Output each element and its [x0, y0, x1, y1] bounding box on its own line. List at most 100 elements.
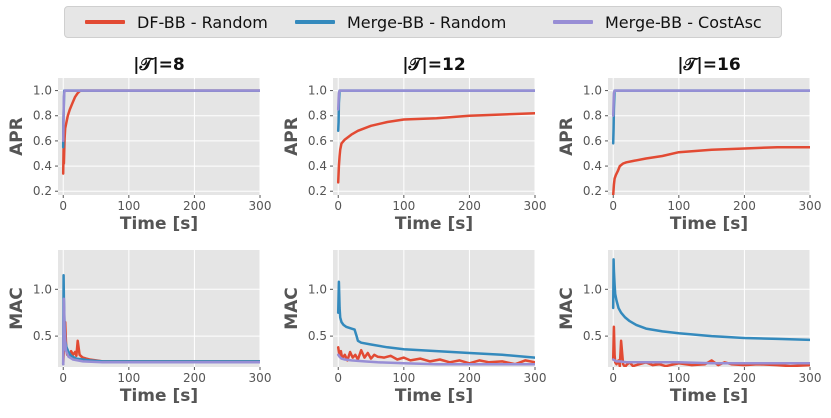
series-line-df-bb-random: [336, 346, 535, 366]
series-line-df-bb-random: [611, 145, 810, 195]
y-axis-label: MAC: [282, 287, 302, 330]
series-line-merge-bb-costasc: [61, 89, 260, 143]
legend-entry-merge-bb-random: Merge-BB - Random: [295, 7, 506, 37]
series-line-merge-bb-costasc: [611, 89, 810, 117]
series-line-df-bb-random: [336, 111, 535, 184]
y-axis-label: MAC: [557, 287, 577, 330]
subplot-3: 0 100 200 300 0.2 0.4 0.6 0.8 1.0 Time [s] APR |𝒯|=…: [557, 55, 821, 234]
legend-label: Merge-BB - CostAsc: [605, 12, 762, 32]
y-tick-label: 1.0: [33, 84, 52, 98]
subplot-4: 0 100 200 300 0.5 1.0 Time [s] MAC: [7, 250, 271, 406]
y-tick-label: 0.5: [583, 329, 602, 343]
x-axis-label: Time [s]: [120, 386, 198, 406]
y-tick-label: 1.0: [308, 84, 327, 98]
legend-swatch: [553, 20, 593, 24]
x-axis-label: Time [s]: [120, 214, 198, 234]
legend-swatch: [85, 20, 125, 24]
y-tick-label: 0.2: [583, 184, 602, 198]
x-tick-label: 0: [609, 371, 617, 385]
y-tick-label: 0.5: [33, 329, 52, 343]
legend-label: Merge-BB - Random: [347, 12, 507, 32]
subplot-2: 0 100 200 300 0.2 0.4 0.6 0.8 1.0 Time [s] APR |𝒯|=…: [282, 55, 546, 234]
x-tick-label: 200: [183, 371, 206, 385]
x-tick-label: 100: [392, 199, 415, 213]
plot-background: [608, 78, 810, 195]
subplot-6: 0 100 200 300 0.5 1.0 Time [s] MAC: [557, 250, 821, 406]
plot-background: [333, 250, 535, 367]
x-tick-label: 100: [392, 371, 415, 385]
plot-background: [333, 78, 535, 195]
y-axis-label: APR: [282, 117, 302, 156]
y-tick-label: 1.0: [583, 84, 602, 98]
x-tick-label: 200: [183, 199, 206, 213]
x-tick-label: 100: [667, 371, 690, 385]
y-tick-label: 0.2: [33, 184, 52, 198]
y-tick-label: 0.8: [583, 109, 602, 123]
y-tick-label: 0.8: [33, 109, 52, 123]
x-tick-label: 0: [59, 199, 67, 213]
plot-background: [58, 250, 260, 367]
series-group: [336, 280, 535, 366]
y-axis-label: APR: [557, 117, 577, 156]
x-axis-label: Time [s]: [670, 214, 748, 234]
legend-swatch: [295, 20, 335, 24]
x-tick-label: 100: [117, 199, 140, 213]
series-line-merge-bb-random: [611, 258, 810, 342]
x-tick-label: 200: [458, 371, 481, 385]
series-line-merge-bb-costasc: [61, 297, 260, 366]
x-tick-label: 200: [458, 199, 481, 213]
x-tick-label: 200: [733, 371, 756, 385]
y-tick-label: 1.0: [308, 282, 327, 296]
y-tick-label: 0.4: [583, 159, 602, 173]
subplot-5: 0 100 200 300 0.5 1.0 Time [s] MAC: [282, 250, 546, 406]
legend-entry-df-bb-random: DF-BB - Random: [85, 7, 268, 37]
subplot-title: |𝒯|=12: [402, 55, 465, 75]
plot-background: [608, 250, 810, 367]
y-tick-label: 0.4: [308, 159, 327, 173]
x-axis-label: Time [s]: [670, 386, 748, 406]
y-tick-label: 0.6: [33, 134, 52, 148]
y-tick-label: 1.0: [33, 282, 52, 296]
legend-label: DF-BB - Random: [137, 12, 268, 32]
x-tick-label: 300: [799, 199, 822, 213]
subplot-1: 0 100 200 300 0.2 0.4 0.6 0.8 1.0 Time [s] APR |𝒯|=…: [7, 55, 271, 234]
x-tick-label: 0: [334, 199, 342, 213]
y-axis-label: MAC: [7, 287, 27, 330]
x-tick-label: 200: [733, 199, 756, 213]
x-axis-label: Time [s]: [395, 386, 473, 406]
series-line-merge-bb-costasc: [336, 89, 535, 111]
y-tick-label: 0.4: [33, 159, 52, 173]
x-tick-label: 0: [609, 199, 617, 213]
series-line-merge-bb-costasc: [336, 353, 535, 366]
y-tick-label: 0.6: [583, 134, 602, 148]
x-axis-label: Time [s]: [395, 214, 473, 234]
x-tick-label: 100: [117, 371, 140, 385]
x-tick-label: 300: [249, 199, 272, 213]
series-group: [61, 274, 260, 366]
series-group: [611, 258, 810, 367]
x-tick-label: 100: [667, 199, 690, 213]
subplot-title: |𝒯|=16: [677, 55, 740, 75]
series-line-merge-bb-costasc: [611, 358, 810, 365]
x-tick-label: 0: [334, 371, 342, 385]
series-group: [61, 89, 260, 175]
y-tick-label: 0.8: [308, 109, 327, 123]
y-axis-label: APR: [7, 117, 27, 156]
legend-entry-merge-bb-costasc: Merge-BB - CostAsc: [553, 7, 762, 37]
y-tick-label: 0.5: [308, 329, 327, 343]
series-group: [336, 89, 535, 184]
y-tick-label: 1.0: [583, 282, 602, 296]
x-tick-label: 300: [799, 371, 822, 385]
y-tick-label: 0.2: [308, 184, 327, 198]
x-tick-label: 300: [249, 371, 272, 385]
legend: DF-BB - Random Merge-BB - Random Merge-B…: [64, 6, 782, 38]
x-tick-label: 0: [59, 371, 67, 385]
plot-background: [58, 78, 260, 195]
series-group: [611, 89, 810, 195]
y-tick-label: 0.6: [308, 134, 327, 148]
x-tick-label: 300: [524, 199, 547, 213]
subplot-title: |𝒯|=8: [133, 55, 185, 75]
series-line-merge-bb-random: [336, 280, 535, 359]
x-tick-label: 300: [524, 371, 547, 385]
